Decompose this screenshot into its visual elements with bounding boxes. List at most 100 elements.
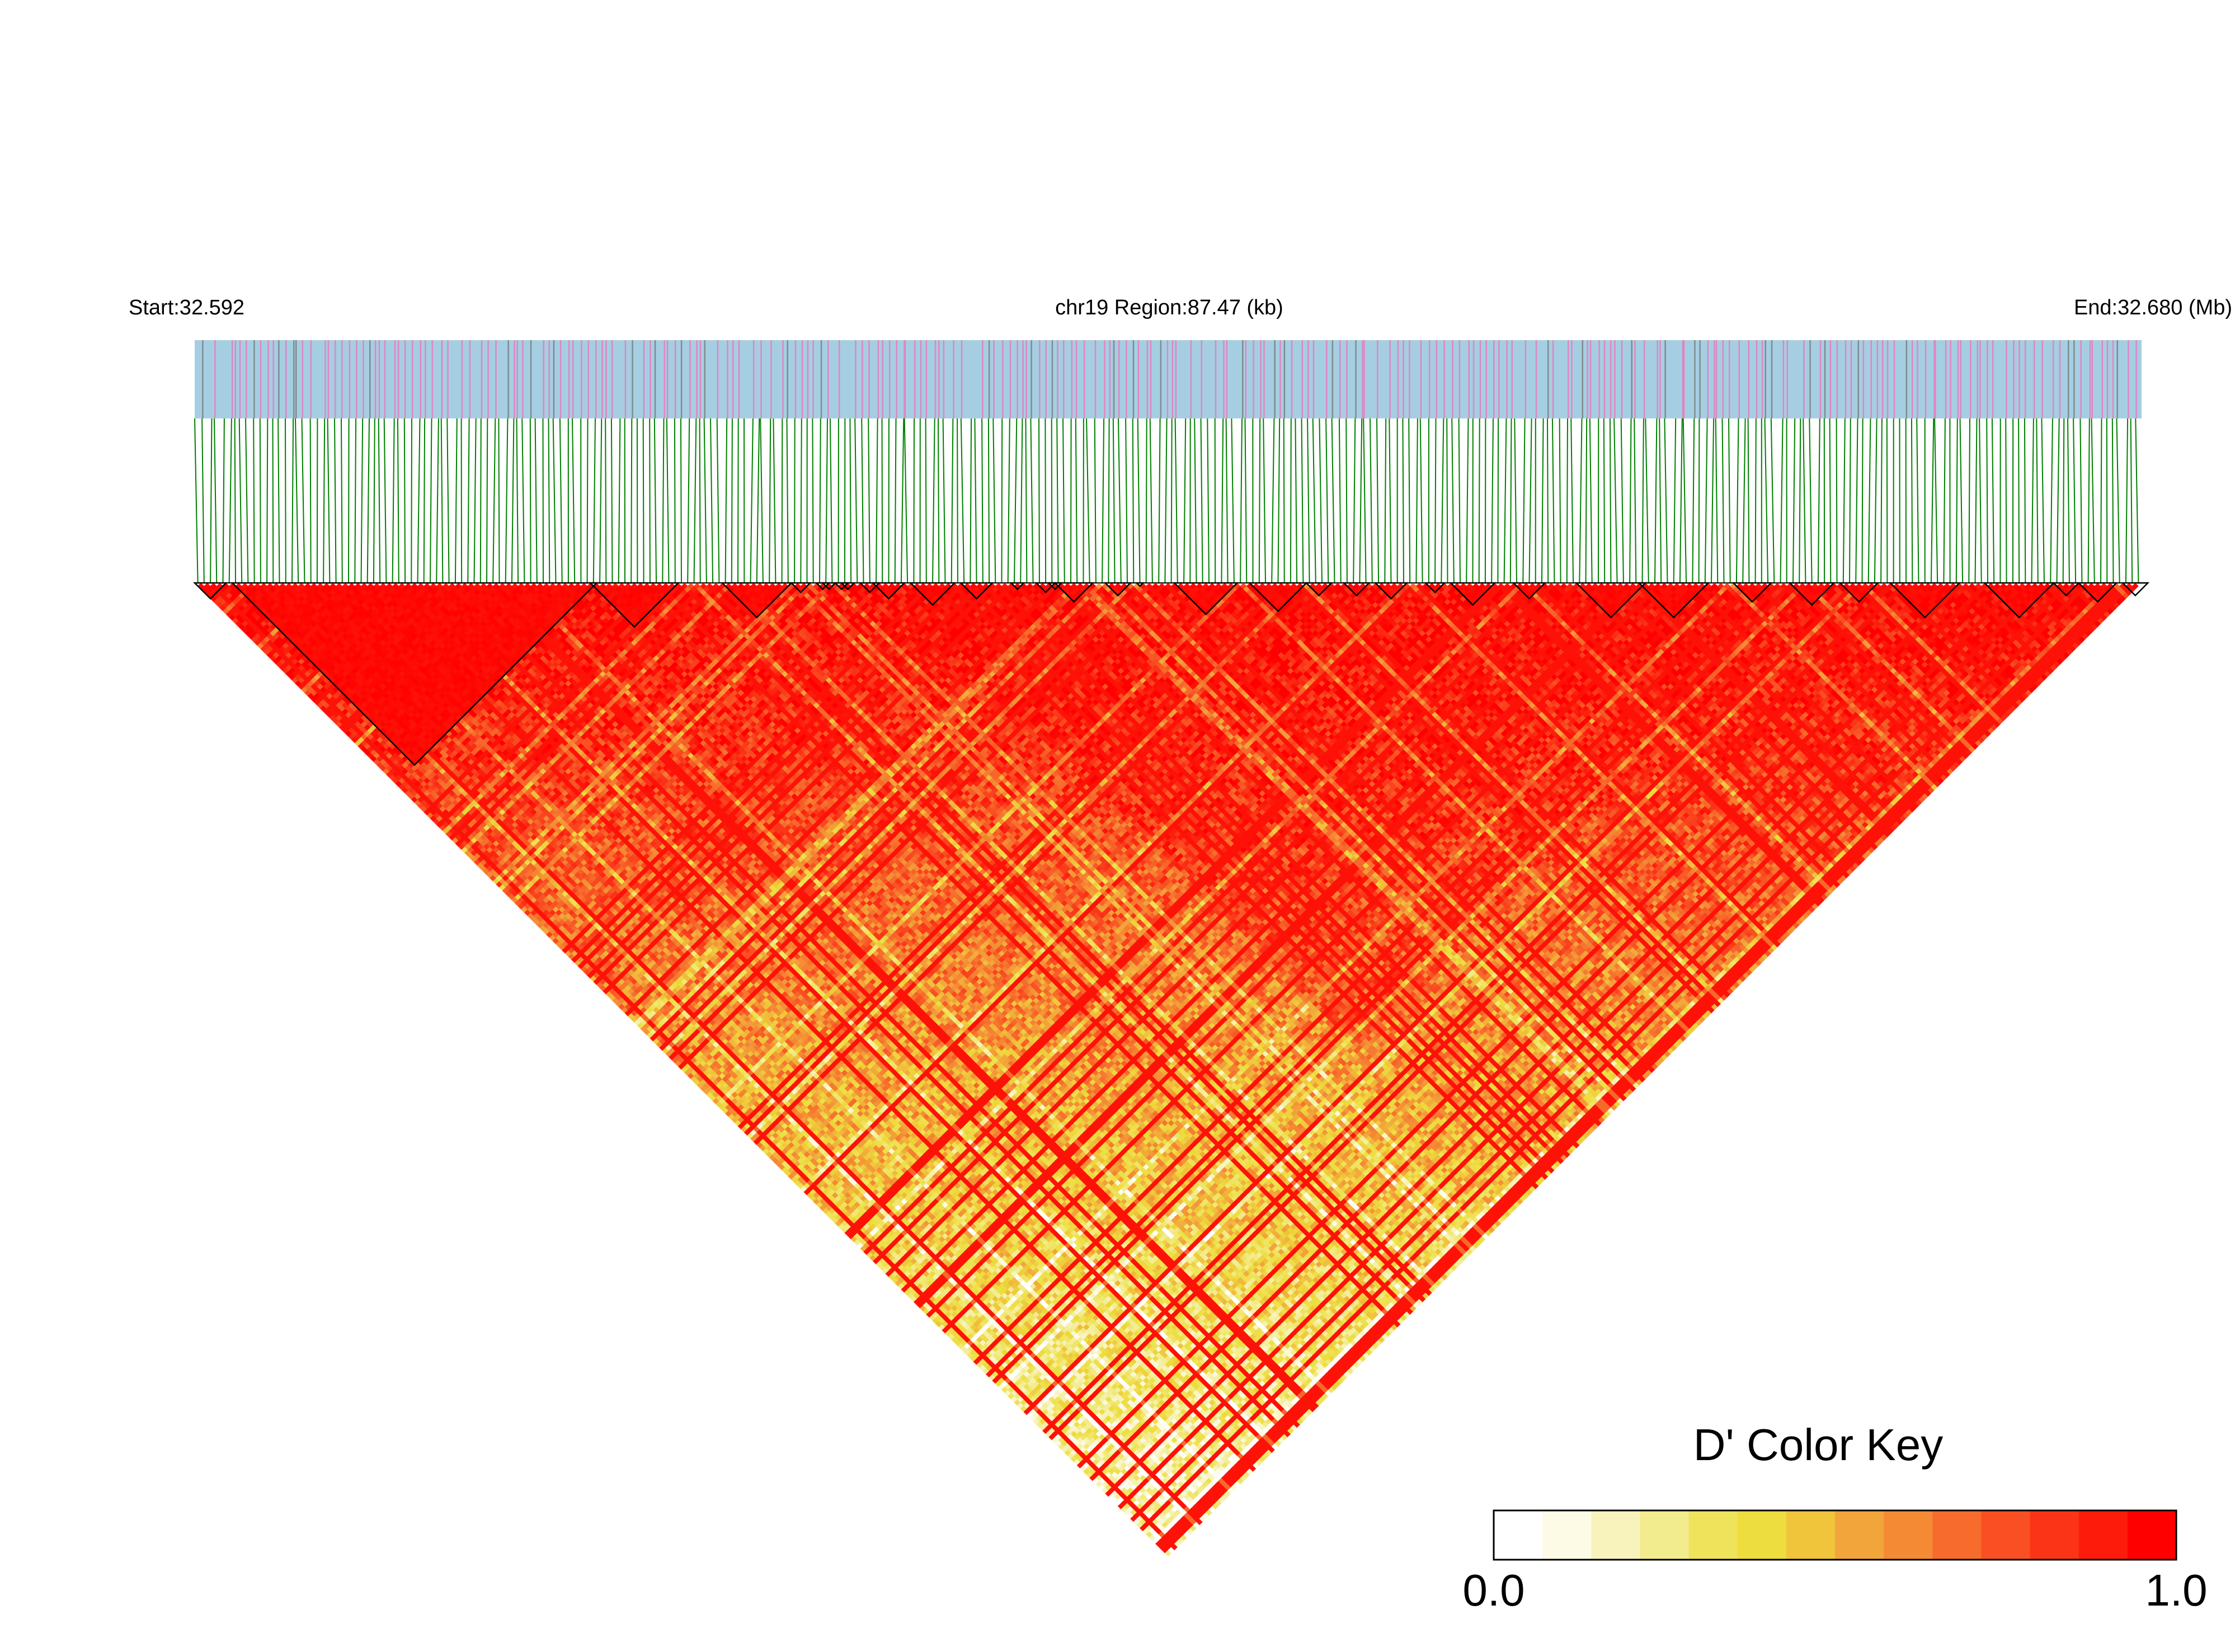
snp-marker xyxy=(732,340,734,418)
snp-marker xyxy=(328,340,330,418)
snp-connector xyxy=(404,418,405,583)
snp-marker xyxy=(2092,340,2093,418)
snp-connector xyxy=(285,418,286,583)
snp-marker xyxy=(795,340,797,418)
snp-marker xyxy=(1970,340,1971,418)
snp-connector xyxy=(2050,418,2053,583)
snp-connector xyxy=(1809,418,1811,583)
snp-connector xyxy=(549,418,550,583)
snp-connector xyxy=(1683,418,1686,583)
snp-connector xyxy=(2092,418,2095,583)
snp-connector xyxy=(1113,418,1115,583)
snp-connector xyxy=(726,418,727,583)
snp-marker xyxy=(246,340,247,418)
snp-marker xyxy=(214,340,216,418)
snp-marker xyxy=(1960,340,1962,418)
snp-connector xyxy=(223,418,224,583)
snp-connector xyxy=(1403,418,1404,583)
snp-connector xyxy=(543,418,544,583)
snp-marker xyxy=(369,340,371,418)
snp-connector xyxy=(2041,418,2044,583)
snp-connector xyxy=(2063,418,2064,583)
snp-marker xyxy=(855,340,857,418)
snp-marker xyxy=(375,340,377,418)
snp-marker xyxy=(1302,340,1304,418)
snp-connector xyxy=(1485,418,1486,583)
snp-marker xyxy=(394,340,396,418)
snp-marker xyxy=(1631,340,1633,418)
snp-marker xyxy=(2025,340,2026,418)
snp-marker xyxy=(273,340,275,418)
snp-connector xyxy=(1992,418,1994,583)
snp-marker xyxy=(1452,340,1453,418)
snp-marker xyxy=(349,340,351,418)
snp-marker xyxy=(1172,340,1174,418)
snp-marker xyxy=(1362,340,1363,418)
snp-marker xyxy=(1547,340,1549,418)
snp-connector xyxy=(1165,418,1166,583)
snp-connector xyxy=(1150,418,1152,583)
snp-marker xyxy=(1459,340,1461,418)
snp-marker xyxy=(1762,340,1763,418)
snp-connector xyxy=(1389,418,1391,583)
snp-connector xyxy=(455,418,457,583)
snp-connector xyxy=(1799,418,1800,583)
snp-marker xyxy=(689,340,691,418)
snp-connector xyxy=(1278,418,1280,583)
snp-connector xyxy=(2126,418,2128,583)
snp-connector xyxy=(2135,418,2138,583)
snp-marker xyxy=(1830,340,1832,418)
snp-marker xyxy=(384,340,386,418)
snp-marker xyxy=(839,340,840,418)
snp-marker xyxy=(2135,340,2137,418)
snp-connector xyxy=(1175,418,1178,583)
snp-marker xyxy=(1436,340,1438,418)
snp-connector xyxy=(1987,418,1988,583)
snp-marker xyxy=(753,340,755,418)
snp-marker xyxy=(1052,340,1053,418)
snp-connector xyxy=(1664,418,1667,583)
snp-marker xyxy=(1809,340,1811,418)
snp-connector xyxy=(1645,418,1649,583)
snp-marker xyxy=(1787,340,1789,418)
snp-connector xyxy=(938,418,939,583)
snp-connector xyxy=(335,418,336,583)
snp-marker xyxy=(432,340,434,418)
snp-marker xyxy=(2013,340,2015,418)
snp-marker xyxy=(878,340,879,418)
snp-connector xyxy=(1020,418,1022,583)
snp-connector xyxy=(862,418,863,583)
snp-connector xyxy=(1259,418,1260,583)
snp-marker xyxy=(1987,340,1988,418)
snp-marker xyxy=(601,340,603,418)
snp-marker xyxy=(1485,340,1487,418)
snp-marker xyxy=(889,340,891,418)
snp-marker xyxy=(1215,340,1217,418)
snp-connector xyxy=(1245,418,1247,583)
snp-connector xyxy=(1146,418,1147,583)
snp-connector xyxy=(411,418,412,583)
snp-marker xyxy=(1512,340,1513,418)
snp-connector xyxy=(506,418,508,583)
snp-connector xyxy=(1579,418,1582,583)
snp-marker xyxy=(1017,340,1018,418)
snp-position-track xyxy=(195,340,2142,418)
snp-connector xyxy=(517,418,519,583)
snp-connector xyxy=(474,418,476,583)
snp-marker xyxy=(293,340,295,418)
snp-marker xyxy=(581,340,582,418)
snp-connector xyxy=(631,418,632,583)
snp-marker xyxy=(1263,340,1265,418)
snp-connector xyxy=(1960,418,1963,583)
ld-triangle-heatmap xyxy=(197,583,2139,1556)
snp-connector xyxy=(2036,418,2038,583)
snp-connector xyxy=(787,418,788,583)
snp-marker xyxy=(2112,340,2114,418)
snp-connector xyxy=(2101,418,2102,583)
snp-marker xyxy=(1398,340,1399,418)
snp-marker xyxy=(1552,340,1554,418)
snp-connector xyxy=(830,418,832,583)
snp-connector xyxy=(876,418,878,583)
snp-marker xyxy=(1201,340,1203,418)
snp-connector xyxy=(1063,418,1065,583)
